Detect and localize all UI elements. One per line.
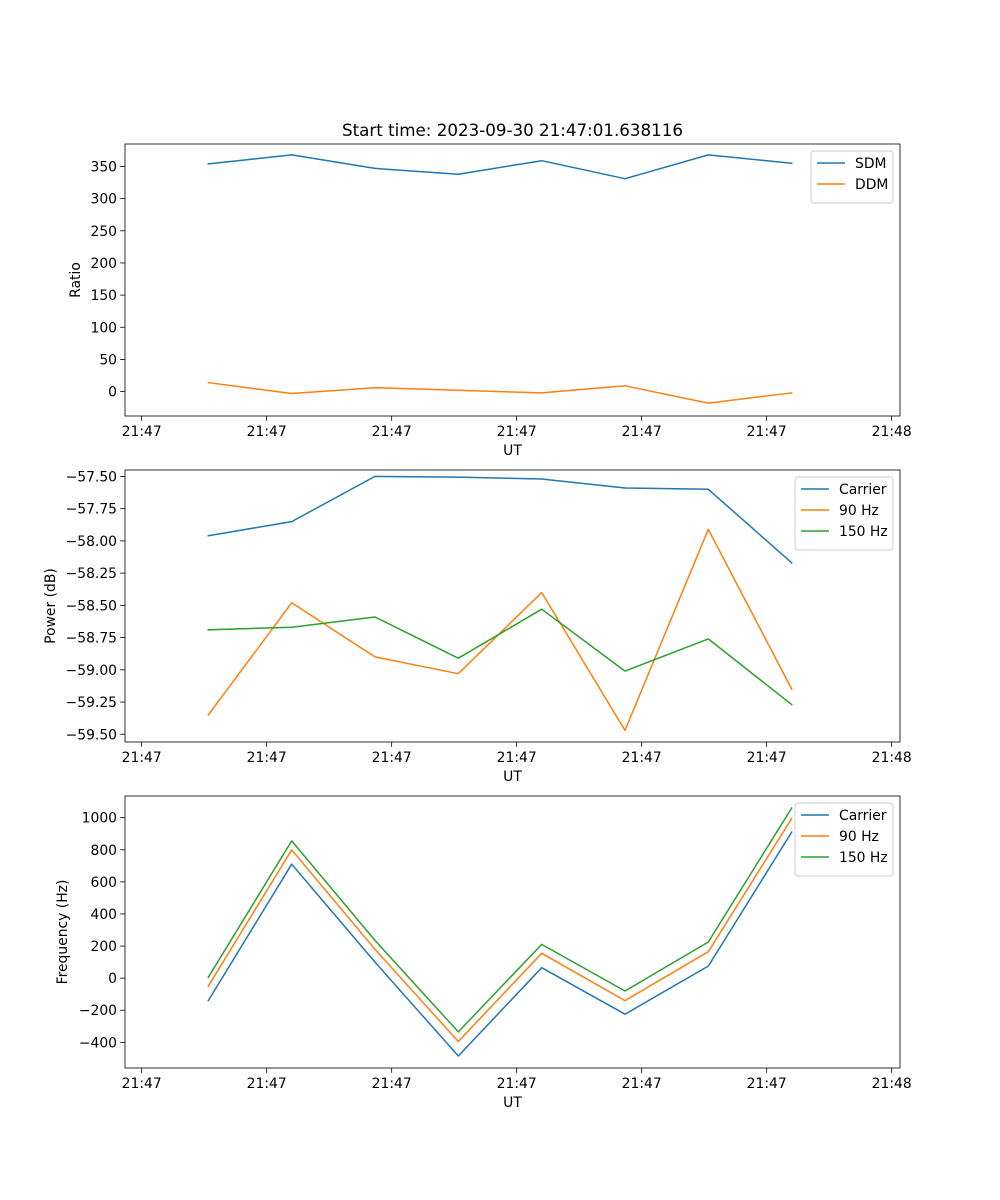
y-tick-label: 600 xyxy=(90,875,117,891)
y-tick-label: 400 xyxy=(90,907,117,923)
x-tick-label: 21:47 xyxy=(747,424,787,440)
legend-label: SDM xyxy=(855,156,887,172)
y-tick-label: −59.25 xyxy=(66,695,117,711)
legend: SDM DDM xyxy=(810,150,894,204)
y-tick-label: 150 xyxy=(90,288,117,304)
series-line-ddm xyxy=(207,381,793,404)
y-tick-label: −58.25 xyxy=(66,566,117,582)
plot-frame xyxy=(124,143,901,417)
legend-label: DDM xyxy=(855,177,888,193)
y-tick-label: 250 xyxy=(90,224,117,240)
x-axis-label: UT xyxy=(503,769,522,785)
y-tick-label: −400 xyxy=(79,1035,117,1051)
y-tick-label: 0 xyxy=(108,971,117,987)
x-tick-label: 21:47 xyxy=(497,424,537,440)
x-tick-label: 21:47 xyxy=(372,424,412,440)
y-tick-label: 1000 xyxy=(82,811,117,827)
y-tick-label: 200 xyxy=(90,256,117,272)
y-tick-label: −57.75 xyxy=(66,502,117,518)
chart-title: Start time: 2023-09-30 21:47:01.638116 xyxy=(342,120,683,140)
x-tick-label: 21:48 xyxy=(872,750,912,766)
x-tick-label: 21:47 xyxy=(372,750,412,766)
y-tick-label: −58.50 xyxy=(66,598,117,614)
y-tick-label: −59.50 xyxy=(66,727,117,743)
x-tick-label: 21:47 xyxy=(622,1076,662,1092)
y-tick-label: −57.50 xyxy=(66,469,117,485)
x-tick-label: 21:47 xyxy=(122,1076,162,1092)
y-axis-label: Power (dB) xyxy=(43,568,59,644)
legend: Carrier 90 Hz 150 Hz xyxy=(794,802,894,877)
y-tick-label: −200 xyxy=(79,1003,117,1019)
legend-box xyxy=(810,150,894,204)
series-line-sdm xyxy=(207,154,793,180)
x-axis-label: UT xyxy=(503,1095,522,1111)
y-tick-label: −58.00 xyxy=(66,534,117,550)
x-tick-label: 21:47 xyxy=(122,750,162,766)
y-tick-label: −58.75 xyxy=(66,631,117,647)
legend-label: Carrier xyxy=(839,808,887,824)
series-line-carrier xyxy=(207,831,793,1057)
x-tick-label: 21:48 xyxy=(872,1076,912,1092)
y-tick-label: 300 xyxy=(90,192,117,208)
x-tick-label: 21:47 xyxy=(622,424,662,440)
x-tick-label: 21:47 xyxy=(247,1076,287,1092)
y-tick-label: 50 xyxy=(99,352,117,368)
legend-label: 90 Hz xyxy=(839,829,879,845)
y-tick-label: 0 xyxy=(108,385,117,401)
series-line-90-hz xyxy=(207,817,793,1043)
y-tick-label: 800 xyxy=(90,843,117,859)
legend-label: Carrier xyxy=(839,482,887,498)
x-tick-label: 21:47 xyxy=(497,1076,537,1092)
series-line-carrier xyxy=(207,475,793,564)
plots: 21:47 21:47 21:47 21:47 21:47 21:47 21:48 0 50 10… xyxy=(43,120,912,1111)
x-tick-label: 21:48 xyxy=(872,424,912,440)
x-tick-label: 21:47 xyxy=(122,424,162,440)
x-tick-label: 21:47 xyxy=(372,1076,412,1092)
y-axis-label: Ratio xyxy=(68,262,84,298)
series-line-150-hz xyxy=(207,806,793,1033)
y-tick-label: 100 xyxy=(90,320,117,336)
x-tick-label: 21:47 xyxy=(247,750,287,766)
y-tick-label: 350 xyxy=(90,160,117,176)
x-tick-label: 21:47 xyxy=(747,1076,787,1092)
series-line-150-hz xyxy=(207,608,793,706)
x-tick-label: 21:47 xyxy=(247,424,287,440)
y-tick-label: −59.00 xyxy=(66,663,117,679)
plot-frame xyxy=(124,795,901,1069)
legend-label: 150 Hz xyxy=(839,850,888,866)
x-tick-label: 21:47 xyxy=(747,750,787,766)
legend: Carrier 90 Hz 150 Hz xyxy=(794,476,894,551)
x-tick-label: 21:47 xyxy=(497,750,537,766)
chart-3: 21:47 21:47 21:47 21:47 21:47 21:47 21:48 −400 −… xyxy=(55,795,912,1111)
chart-2: 21:47 21:47 21:47 21:47 21:47 21:47 21:48 −59.5… xyxy=(43,469,912,785)
y-axis-label: Frequency (Hz) xyxy=(55,880,71,985)
legend-label: 90 Hz xyxy=(839,503,879,519)
x-axis-label: UT xyxy=(503,443,522,459)
y-tick-label: 200 xyxy=(90,939,117,955)
plot-frame xyxy=(124,469,901,743)
x-tick-label: 21:47 xyxy=(622,750,662,766)
legend-label: 150 Hz xyxy=(839,524,888,540)
chart-1: 21:47 21:47 21:47 21:47 21:47 21:47 21:48 0 50 10… xyxy=(68,120,912,459)
